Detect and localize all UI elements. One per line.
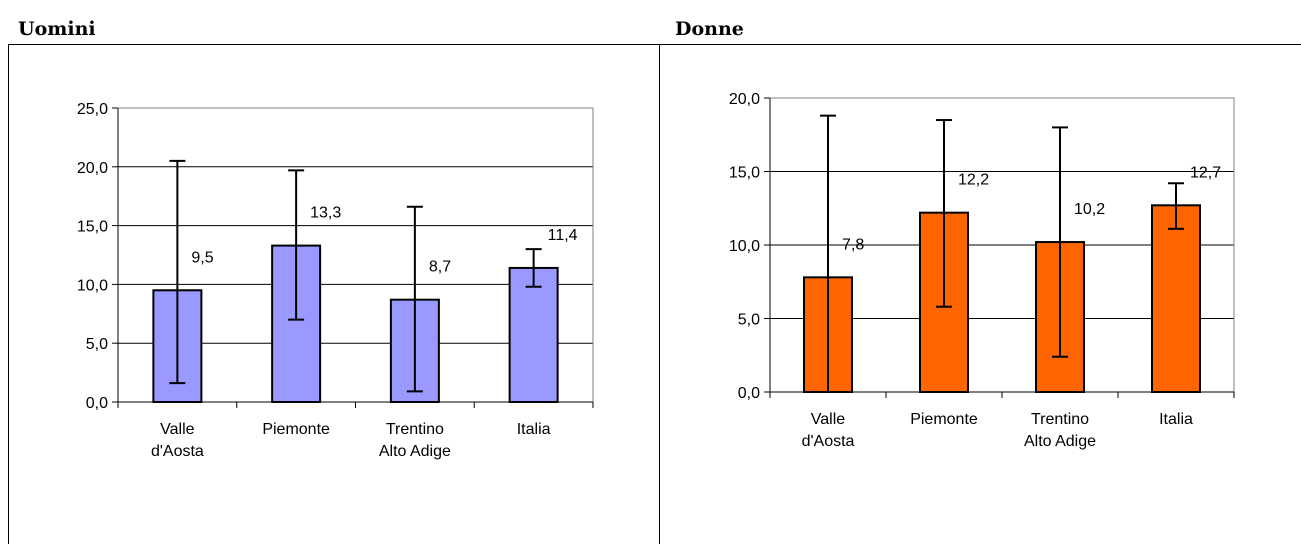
bar-donne — [1151, 204, 1201, 393]
bar-uomini — [508, 266, 559, 403]
data-label: 7,8 — [842, 236, 864, 253]
y-tick-label: 5,0 — [738, 312, 760, 329]
data-label: 11,4 — [548, 227, 578, 244]
data-label: 10,2 — [1074, 201, 1105, 218]
category-label: Piemonte — [262, 421, 330, 438]
data-label: 12,7 — [1190, 164, 1221, 181]
data-label: 9,5 — [191, 249, 213, 266]
y-tick-label: 5,0 — [86, 336, 108, 353]
category-label: Alto Adige — [1024, 433, 1096, 450]
category-label: Alto Adige — [379, 443, 451, 460]
chart-frame-uomini — [8, 44, 660, 544]
category-label: Italia — [517, 421, 551, 438]
y-tick-label: 15,0 — [77, 219, 108, 236]
chart-title-uomini: Uomini — [18, 18, 96, 40]
category-label: d'Aosta — [151, 443, 204, 460]
y-tick-label: 0,0 — [86, 395, 108, 412]
y-tick-label: 20,0 — [729, 91, 760, 108]
y-tick-label: 0,0 — [738, 385, 760, 402]
y-tick-label: 10,0 — [77, 277, 108, 294]
category-label: d'Aosta — [802, 433, 855, 450]
category-label: Trentino — [386, 421, 444, 438]
chart-title-donne: Donne — [675, 18, 744, 40]
category-label: Italia — [1159, 411, 1193, 428]
category-label: Valle — [811, 411, 845, 428]
data-label: 13,3 — [310, 205, 341, 222]
y-tick-label: 10,0 — [729, 238, 760, 255]
category-label: Trentino — [1031, 411, 1089, 428]
data-label: 8,7 — [429, 259, 451, 276]
chart-donne: 0,0 5,0 10,0 15,0 20,0 7,8 Valle d'Aosta 12,2 Pie… — [729, 91, 1235, 450]
category-label: Valle — [160, 421, 194, 438]
chart-uomini: 0,0 5,0 10,0 15,0 20,0 25,0 9,5 Valle d'Aosta 13,… — [77, 101, 594, 460]
chart-frame-donne — [659, 44, 1301, 544]
y-tick-label: 15,0 — [729, 165, 760, 182]
data-label: 12,2 — [958, 172, 989, 189]
y-tick-label: 25,0 — [77, 101, 108, 118]
y-tick-label: 20,0 — [77, 160, 108, 177]
category-label: Piemonte — [910, 411, 978, 428]
